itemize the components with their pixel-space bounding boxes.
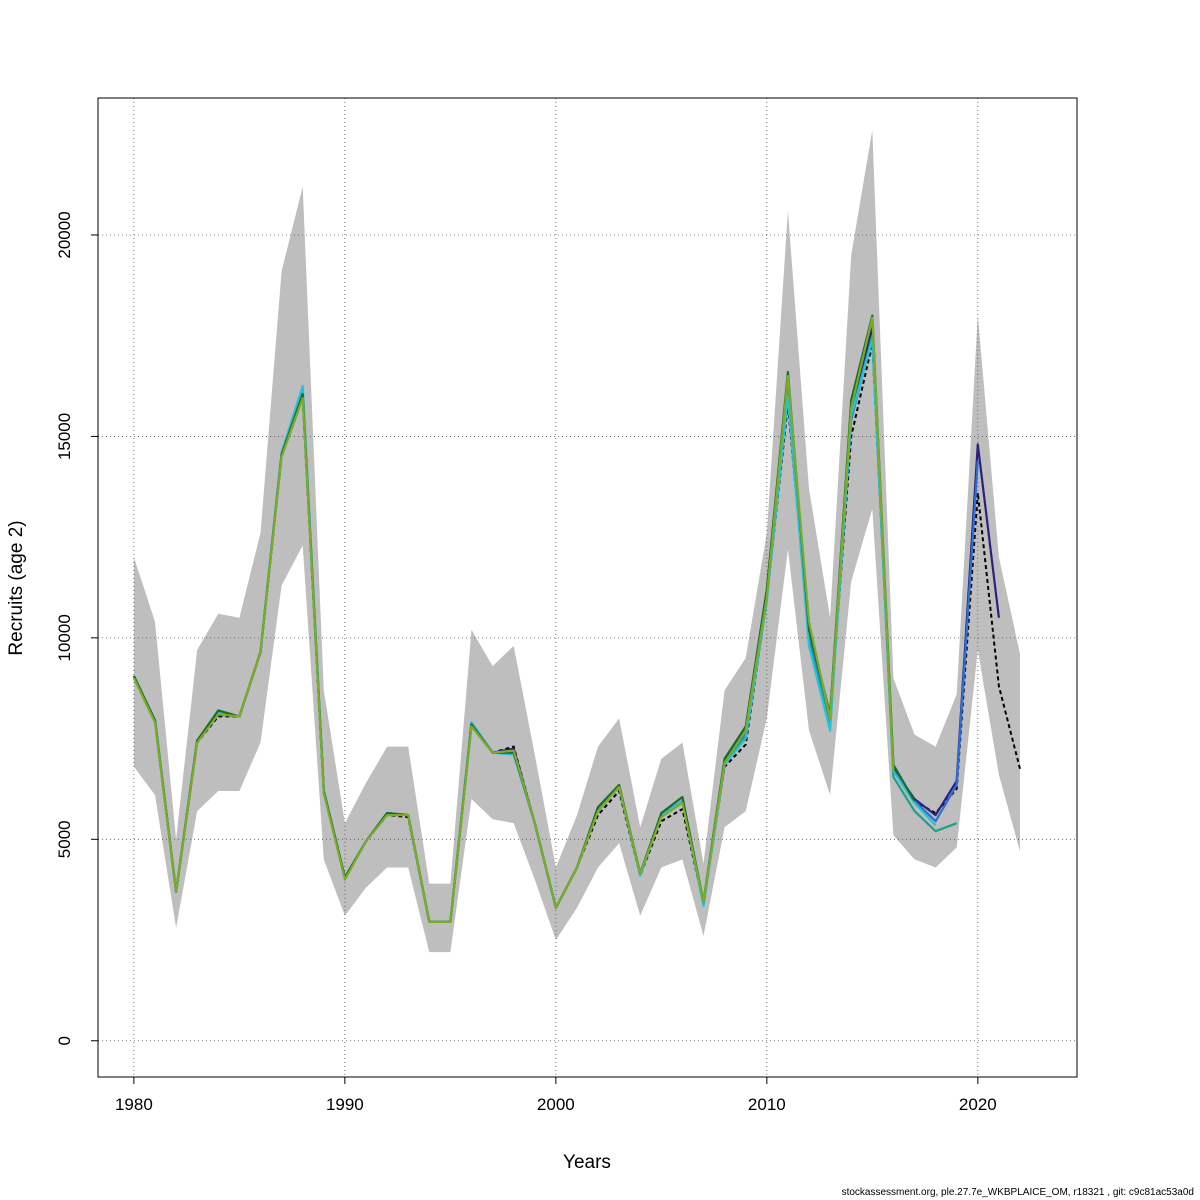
plot-frame xyxy=(97,97,1078,1078)
y-tick-label: 10000 xyxy=(55,614,74,661)
y-tick-label: 0 xyxy=(55,1036,74,1045)
x-axis-title: Years xyxy=(563,1152,611,1173)
y-tick-label: 20000 xyxy=(55,211,74,258)
axis-layer: 1980 1990 2000 2010 2020 0 5000 10000 15000 20000 xyxy=(55,211,997,1114)
y-tick-label: 5000 xyxy=(55,820,74,858)
y-axis-title: Recruits (age 2) xyxy=(6,520,27,655)
series-line-7 xyxy=(132,316,895,924)
x-tick-label: 2020 xyxy=(959,1095,997,1114)
x-tick-label: 2000 xyxy=(537,1095,575,1114)
x-tick-label: 1980 xyxy=(115,1095,153,1114)
footer-credit: stockassessment.org, ple.27.7e_WKBPLAICE… xyxy=(841,1187,1194,1198)
series-layer xyxy=(132,314,1021,924)
x-tick-label: 2010 xyxy=(748,1095,786,1114)
x-tick-label: 1990 xyxy=(326,1095,364,1114)
y-tick-label: 15000 xyxy=(55,413,74,460)
